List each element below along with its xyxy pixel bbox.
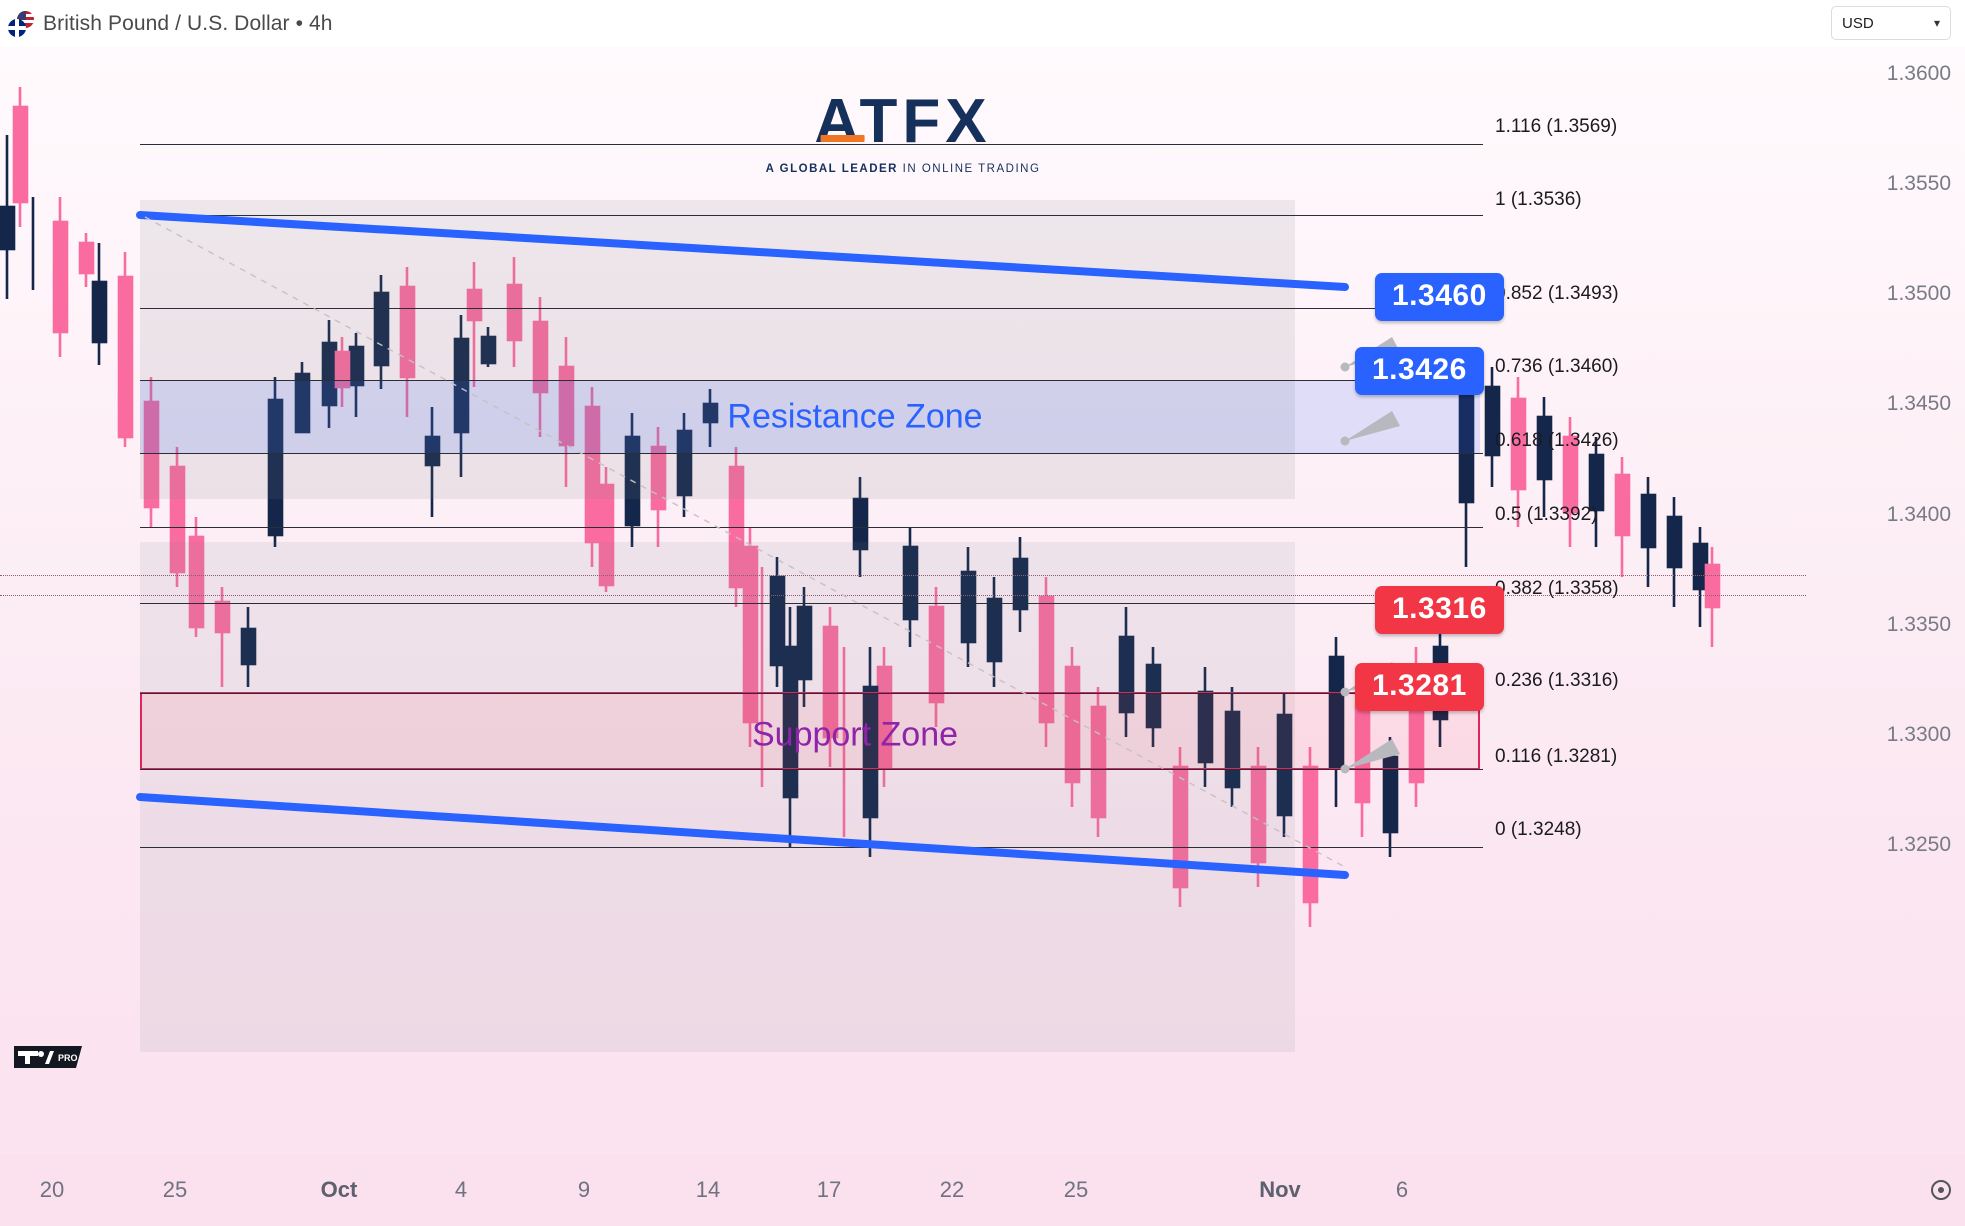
currency-select-value: USD <box>1842 14 1874 32</box>
time-axis[interactable]: 20 25 Oct 4 9 14 17 22 25 Nov 6 <box>0 1154 1965 1226</box>
time-tick-1: 25 <box>162 1177 188 1202</box>
fib-line-0618 <box>140 453 1483 454</box>
atfx-accent-bar <box>820 135 865 142</box>
fib-band-upper <box>140 200 1295 499</box>
price-badge-13460[interactable]: 1.3460 <box>1375 273 1504 321</box>
price-tick-2: 1.3500 <box>1886 282 1951 305</box>
chart-canvas[interactable]: ATFX A GLOBAL LEADER IN ONLINE TRADING <box>0 47 1806 1154</box>
fib-line-0736 <box>140 380 1483 381</box>
fib-line-0236 <box>140 693 1483 694</box>
price-tick-6: 1.3300 <box>1886 723 1951 746</box>
fib-label-1: 1 (1.3536) <box>1495 189 1582 210</box>
chevron-down-icon: ▾ <box>1933 16 1940 30</box>
fib-line-0116 <box>140 769 1483 770</box>
time-tick-2: Oct <box>320 1177 358 1202</box>
price-badge-13426[interactable]: 1.3426 <box>1355 347 1484 395</box>
fib-line-0382-dot-a <box>0 575 1806 576</box>
atfx-wordmark-text: ATFX <box>814 87 992 156</box>
fib-line-1 <box>140 215 1483 216</box>
time-tick-7: 22 <box>939 1177 965 1202</box>
time-tick-5: 14 <box>695 1177 721 1202</box>
atfx-tagline: A GLOBAL LEADER IN ONLINE TRADING <box>766 163 1041 175</box>
time-tick-4: 9 <box>577 1177 591 1202</box>
price-badge-13281[interactable]: 1.3281 <box>1355 663 1484 711</box>
fib-label-0736: 0.736 (1.3460) <box>1495 356 1619 377</box>
badge-anchor-dot-1 <box>1340 362 1350 372</box>
time-tick-3: 4 <box>454 1177 468 1202</box>
gbp-usd-flags-icon <box>8 10 34 37</box>
price-axis[interactable]: 1.3600 1.3550 1.3500 1.3450 1.3400 1.335… <box>1806 47 1965 1154</box>
price-tick-3: 1.3450 <box>1886 392 1951 415</box>
time-tick-8: 25 <box>1063 1177 1089 1202</box>
atfx-tagline-rest: IN ONLINE TRADING <box>897 163 1041 175</box>
fib-label-1116: 1.116 (1.3569) <box>1495 116 1618 137</box>
currency-select[interactable]: USD ▾ <box>1831 6 1951 40</box>
fib-label-0618: 0.618 (1.3426) <box>1495 430 1619 451</box>
atfx-logo: ATFX A GLOBAL LEADER IN ONLINE TRADING <box>766 91 1041 176</box>
fib-line-0 <box>140 847 1483 848</box>
fib-label-0116: 0.116 (1.3281) <box>1495 746 1618 767</box>
fib-label-0852: 0.852 (1.3493) <box>1495 283 1619 304</box>
settings-gear-icon[interactable] <box>1931 1180 1951 1200</box>
badge-anchor-dot-2 <box>1340 436 1350 446</box>
time-tick-10: 6 <box>1395 1177 1409 1202</box>
fib-label-0382: 0.382 (1.3358) <box>1495 578 1619 599</box>
time-tick-9: Nov <box>1259 1177 1301 1202</box>
atfx-tagline-bold: A GLOBAL LEADER <box>765 163 898 175</box>
fib-band-lower <box>140 542 1295 1052</box>
time-tick-6: 17 <box>816 1177 842 1202</box>
fib-line-0382 <box>140 603 1483 604</box>
resistance-zone-label: Resistance Zone <box>727 397 983 436</box>
time-tick-0: 20 <box>39 1177 65 1202</box>
price-tick-7: 1.3250 <box>1886 833 1951 856</box>
support-zone-label: Support Zone <box>751 715 959 754</box>
fib-label-05: 0.5 (1.3392) <box>1495 504 1598 525</box>
chart-header: British Pound / U.S. Dollar • 4h USD ▾ <box>0 0 1965 47</box>
fib-label-0: 0 (1.3248) <box>1495 819 1582 840</box>
badge-anchor-dot-4 <box>1340 764 1350 774</box>
price-tick-0: 1.3600 <box>1886 62 1951 85</box>
fib-label-0236: 0.236 (1.3316) <box>1495 670 1619 691</box>
price-badge-13316[interactable]: 1.3316 <box>1375 586 1504 634</box>
price-tick-4: 1.3400 <box>1886 503 1951 526</box>
price-tick-1: 1.3550 <box>1886 172 1951 195</box>
tradingview-pro-watermark: PRO <box>14 1044 96 1070</box>
badge-anchor-dot-3 <box>1340 687 1350 697</box>
fib-line-05 <box>140 527 1483 528</box>
fib-line-1116 <box>140 144 1483 145</box>
symbol-title: British Pound / U.S. Dollar • 4h <box>43 11 333 35</box>
price-tick-5: 1.3350 <box>1886 613 1951 636</box>
svg-text:PRO: PRO <box>58 1053 78 1063</box>
fib-line-0852 <box>140 308 1483 309</box>
